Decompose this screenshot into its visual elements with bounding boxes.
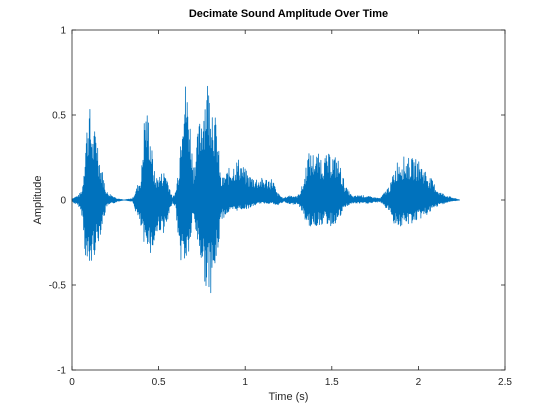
chart-title: Decimate Sound Amplitude Over Time: [189, 8, 388, 20]
x-tick-label: 2.5: [498, 377, 512, 388]
y-tick-label: 0.5: [52, 111, 66, 122]
x-axis-label: Time (s): [269, 391, 309, 403]
y-tick-label: 0: [60, 196, 66, 207]
axes-box: [71, 29, 506, 371]
tick-labels: 0 0.5 1 1.5 2 2.5 -1 -0.5 0 0.5 1: [49, 26, 513, 389]
y-axis-label: Amplitude: [32, 176, 44, 225]
x-tick-label: 0: [69, 377, 75, 388]
x-tick-label: 2: [416, 377, 422, 388]
x-tick-label: 1.5: [325, 377, 339, 388]
y-tick-label: -0.5: [49, 281, 67, 292]
waveform-line: [71, 85, 461, 294]
y-tick-label: 1: [60, 26, 66, 37]
y-tick-label: -1: [57, 366, 66, 377]
waveform-series: [71, 85, 461, 294]
x-tick-label: 0.5: [152, 377, 166, 388]
x-tick-label: 1: [242, 377, 248, 388]
